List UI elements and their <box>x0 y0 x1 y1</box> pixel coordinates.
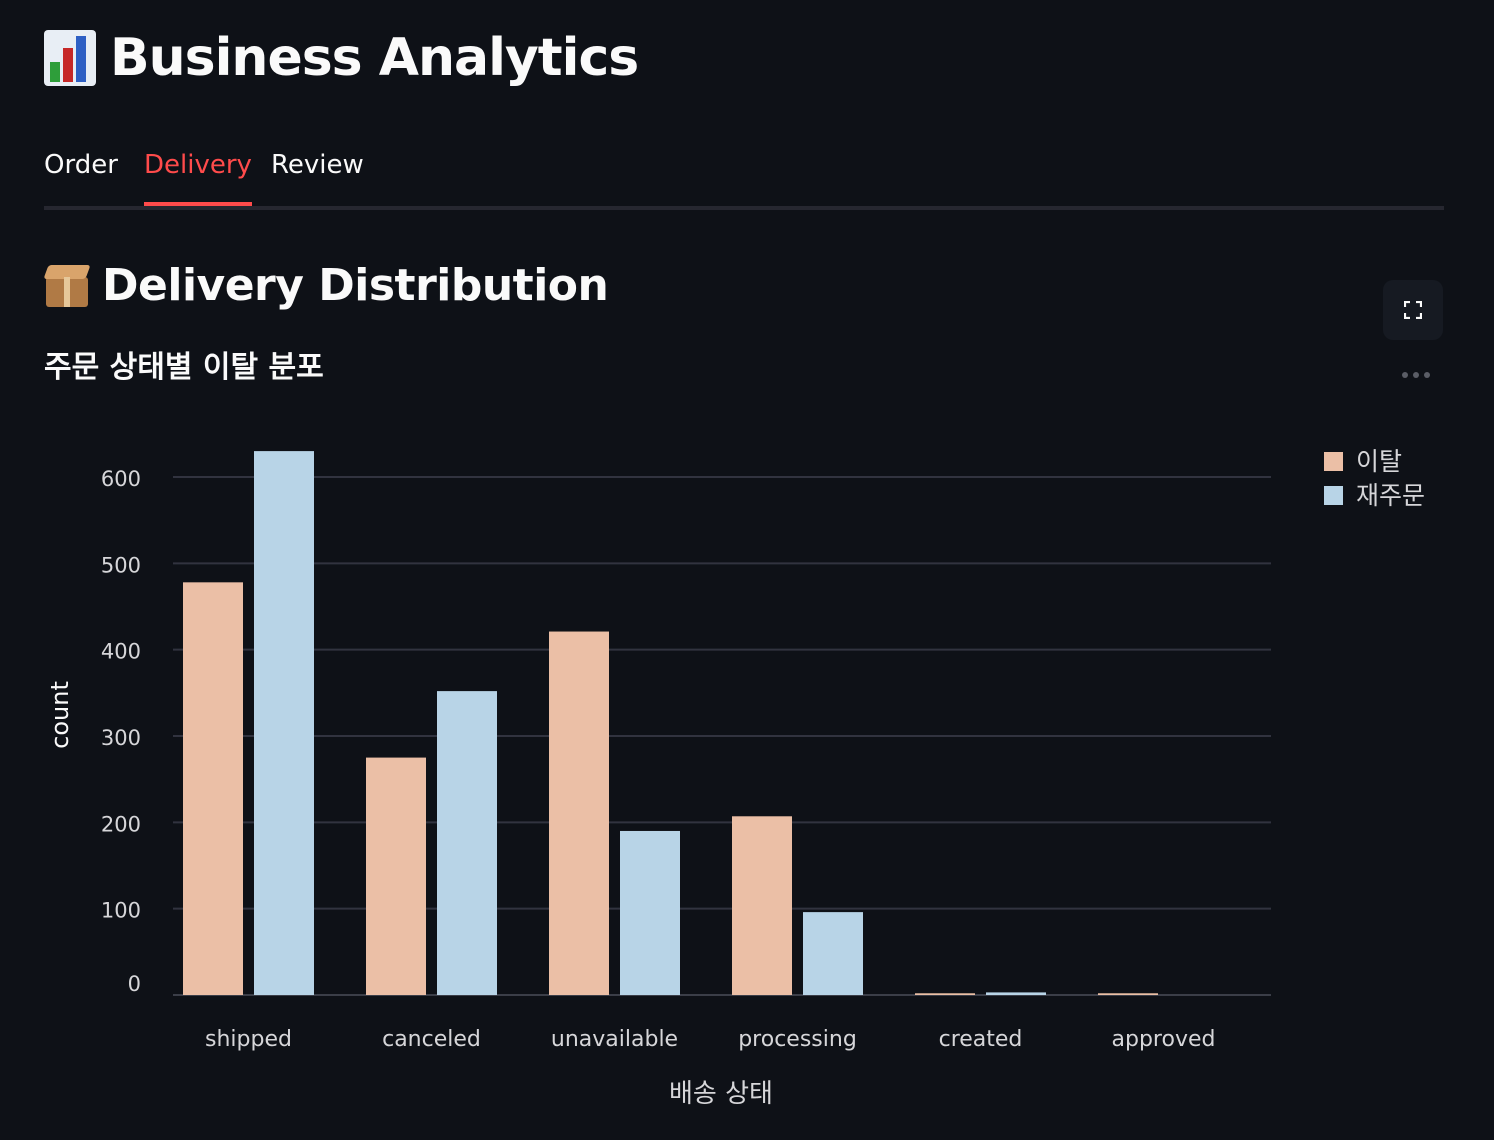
bar-canceled-churn <box>366 757 426 995</box>
bar-processing-churn <box>732 816 792 995</box>
bar-unavailable-churn <box>549 631 609 995</box>
legend-label: 이탈 <box>1356 447 1402 476</box>
x-tick-label: approved <box>1112 1027 1216 1052</box>
y-tick-label: 600 <box>101 467 141 491</box>
x-tick-label: shipped <box>205 1027 292 1052</box>
tab-bar: Order Delivery Review <box>44 140 1444 210</box>
more-options-icon <box>1402 372 1430 378</box>
bar-created-churn <box>915 993 975 995</box>
section-title-text: Delivery Distribution <box>102 260 609 311</box>
y-tick-label: 100 <box>101 899 141 923</box>
bar-unavailable-reorder <box>620 830 680 995</box>
x-tick-label: unavailable <box>551 1027 678 1052</box>
more-options-button[interactable] <box>1396 358 1436 392</box>
y-tick-label: 300 <box>101 726 141 750</box>
legend-label: 재주문 <box>1356 481 1425 510</box>
x-tick-label: processing <box>738 1027 857 1052</box>
y-tick-label: 0 <box>128 972 141 996</box>
bar-processing-reorder <box>803 912 863 995</box>
y-tick-label: 500 <box>101 553 141 577</box>
page-title: Business Analytics <box>44 28 639 88</box>
tab-order[interactable]: Order <box>44 150 118 180</box>
page-title-text: Business Analytics <box>110 28 639 88</box>
section-title: Delivery Distribution <box>43 260 609 311</box>
bar-shipped-churn <box>183 582 243 995</box>
legend-swatch <box>1324 486 1343 505</box>
tab-delivery[interactable]: Delivery <box>144 150 252 206</box>
y-tick-label: 200 <box>101 812 141 836</box>
bar-shipped-reorder <box>254 451 314 996</box>
fullscreen-button[interactable] <box>1383 280 1443 340</box>
bar-created-reorder <box>986 992 1046 995</box>
x-axis-label: 배송 상태 <box>669 1079 773 1109</box>
chart-subtitle: 주문 상태별 이탈 분포 <box>44 350 324 385</box>
bar-chart-emoji-icon <box>44 30 96 86</box>
legend-swatch <box>1324 452 1343 471</box>
fullscreen-icon <box>1404 301 1422 319</box>
y-tick-label: 400 <box>101 640 141 664</box>
tab-review[interactable]: Review <box>271 150 364 180</box>
y-axis-label: count <box>46 681 74 749</box>
package-emoji-icon <box>43 263 91 309</box>
x-tick-label: created <box>939 1027 1023 1052</box>
bar-approved-churn <box>1098 993 1158 995</box>
bar-canceled-reorder <box>437 691 497 995</box>
x-tick-label: canceled <box>382 1027 481 1052</box>
